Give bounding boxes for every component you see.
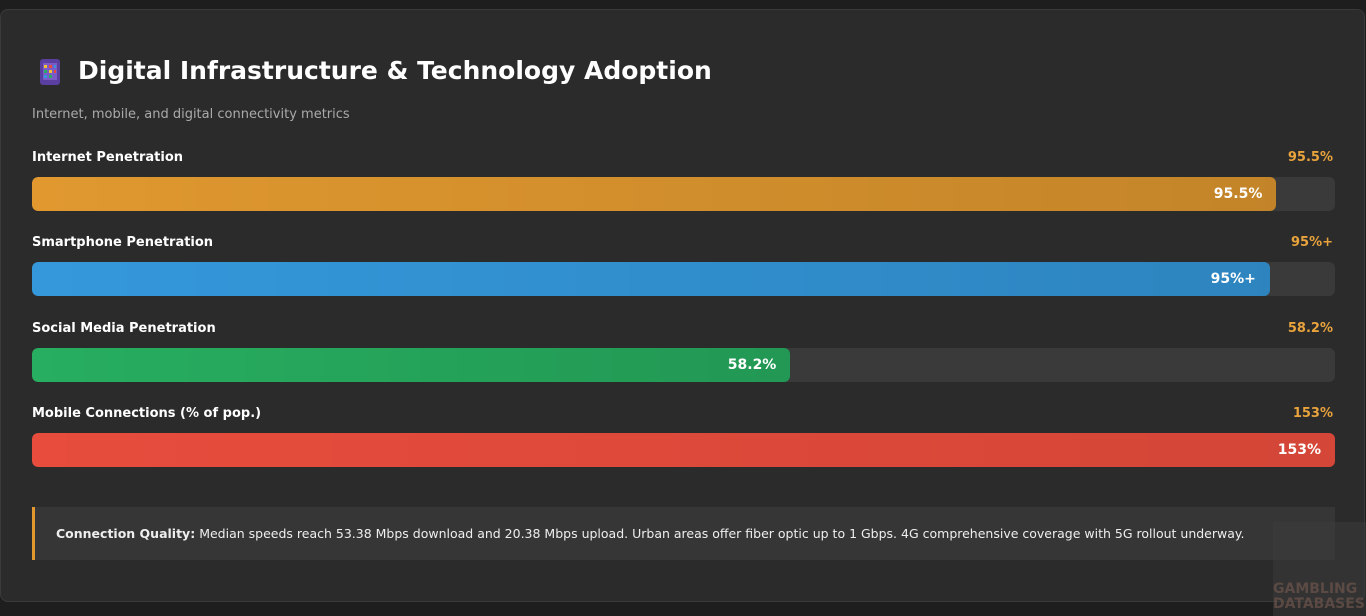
phone-icon bbox=[40, 59, 60, 85]
note: Connection Quality: Median speeds reach 5… bbox=[32, 507, 1335, 560]
bar-fill bbox=[32, 262, 1270, 297]
metric-label: Social Media Penetration bbox=[32, 320, 216, 336]
subtitle: Internet, mobile, and digital connectivi… bbox=[32, 107, 350, 122]
bar-fill bbox=[32, 432, 1335, 467]
bar-fill bbox=[32, 347, 791, 382]
bar-track: 58.2% bbox=[32, 347, 1335, 382]
metric-value: 95.5% bbox=[1287, 150, 1333, 165]
bar-label: 58.2% bbox=[727, 356, 777, 373]
bar-fill bbox=[32, 177, 1277, 211]
watermark-line: GAMBLING bbox=[1273, 581, 1358, 597]
bar-track: 153% bbox=[32, 432, 1335, 467]
bar-track: 95%+ bbox=[32, 262, 1335, 297]
metric-label: Internet Penetration bbox=[32, 150, 184, 165]
metric-label: Smartphone Penetration bbox=[32, 235, 214, 251]
bar-label: 95%+ bbox=[1210, 271, 1256, 288]
metric-value: 58.2% bbox=[1287, 320, 1333, 336]
bar-label: 153% bbox=[1277, 441, 1321, 458]
note-text: Median speeds reach 53.38 Mbps download … bbox=[199, 526, 1245, 541]
watermark: GAMBLING DATABASES bbox=[1273, 522, 1366, 616]
metric-label: Mobile Connections (% of pop.) bbox=[32, 405, 262, 421]
bar-label: 95.5% bbox=[1213, 186, 1263, 202]
card: Digital Infrastructure & Technology Adop… bbox=[0, 9, 1366, 616]
watermark-line: DATABASES bbox=[1273, 596, 1365, 612]
metric-value: 95%+ bbox=[1290, 235, 1333, 251]
note-heading: Connection Quality: bbox=[56, 526, 196, 541]
bar-track: 95.5% bbox=[32, 177, 1335, 211]
title: Digital Infrastructure & Technology Adop… bbox=[78, 56, 712, 85]
metric-value: 153% bbox=[1292, 405, 1333, 421]
